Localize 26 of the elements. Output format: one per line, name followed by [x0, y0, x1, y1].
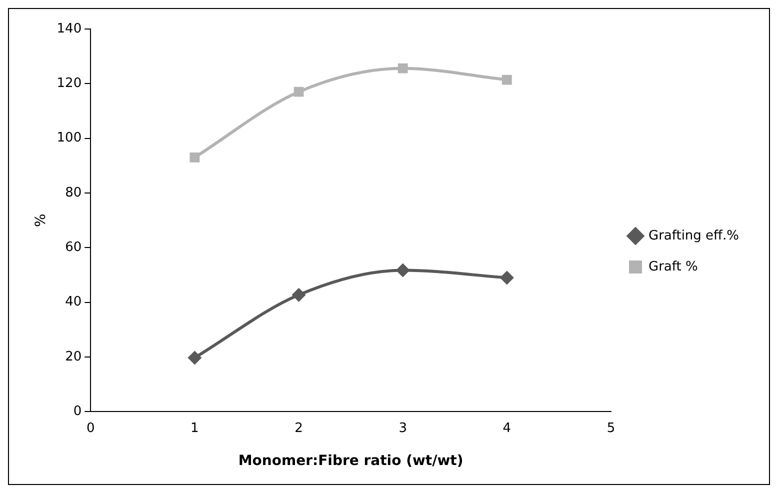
- x-tick-label: 5: [606, 420, 616, 436]
- y-tick-label: 0: [73, 404, 82, 419]
- y-tick-label: 40: [65, 294, 82, 310]
- y-tick-label: 60: [65, 240, 82, 256]
- x-tick-label: 1: [190, 420, 199, 436]
- point: [398, 63, 408, 74]
- point: [502, 74, 512, 85]
- point: [500, 270, 514, 285]
- y-tick-label: 100: [56, 130, 82, 146]
- point: [294, 86, 304, 97]
- point: [190, 152, 200, 162]
- legend-label: Grafting eff.%: [648, 228, 740, 244]
- y-tick-label: 140: [56, 21, 82, 36]
- point: [396, 263, 410, 278]
- y-tick-label: 80: [65, 185, 82, 200]
- x-tick-label: 3: [398, 420, 407, 436]
- point: [292, 288, 306, 302]
- y-axis-title: %: [33, 214, 50, 227]
- x-tick-label: 2: [294, 420, 303, 436]
- legend-label: Graft %: [648, 259, 698, 274]
- x-tick-label: 4: [502, 420, 512, 436]
- y-tick-label: 20: [65, 349, 82, 364]
- x-axis-title: Monomer:Fibre ratio (wt/wt): [238, 453, 464, 470]
- point: [188, 350, 202, 365]
- x-tick-label: 0: [86, 420, 95, 436]
- y-tick-label: 120: [56, 76, 82, 92]
